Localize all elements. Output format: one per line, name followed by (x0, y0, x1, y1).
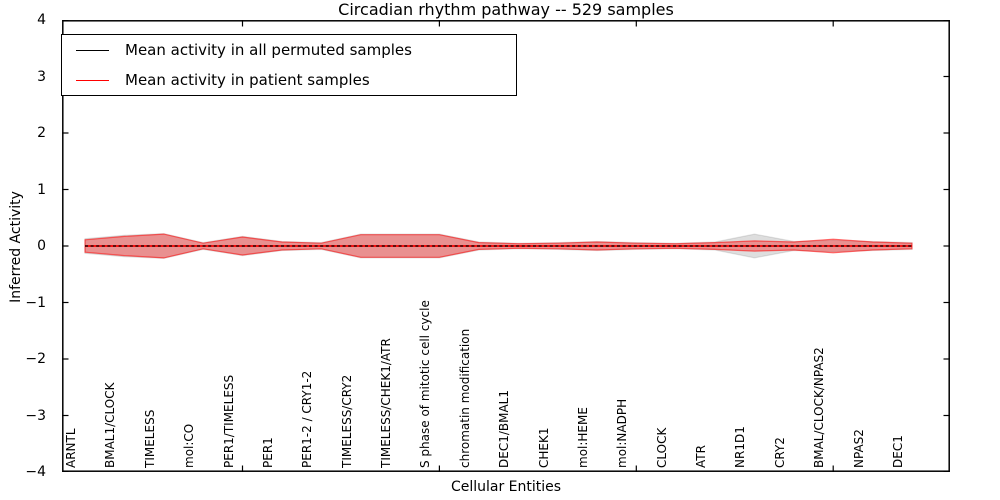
y-tick-label: −4 (25, 464, 46, 480)
x-entity-label: mol:HEME (575, 407, 590, 468)
y-tick-label: 2 (37, 125, 46, 141)
patient-line-swatch-icon (76, 79, 109, 81)
permuted-line-swatch-icon (76, 49, 109, 51)
x-entity-label: CHEK1 (536, 427, 551, 469)
x-entity-label: DEC1/BMAL1 (497, 390, 512, 468)
x-entity-label: TIMELESS/CRY2 (339, 374, 354, 468)
y-tick-label: −3 (25, 407, 46, 424)
x-entity-label: PER1 (260, 437, 275, 468)
y-tick-label: 4 (37, 12, 46, 28)
x-entity-label: TIMELESS (142, 409, 157, 468)
x-axis-label: Cellular Entities (450, 479, 562, 495)
x-entity-label: TIMELESS/CHEK1/ATR (379, 338, 394, 468)
x-entity-label: chromatin modification (457, 328, 472, 468)
legend: Mean activity in all permuted samples Me… (61, 34, 517, 96)
x-entity-label: CRY2 (772, 437, 787, 468)
x-entity-label: PER1-2 / CRY1-2 (300, 370, 315, 468)
x-entity-label: DEC1 (891, 435, 905, 468)
legend-entry-permuted: Mean activity in all permuted samples (62, 35, 516, 65)
x-entity-label: NPAS2 (851, 429, 866, 468)
x-entity-label: ATR (694, 445, 709, 468)
x-entity-label: NR1D1 (733, 426, 748, 468)
y-tick-label: −1 (25, 294, 46, 311)
x-entity-label: BMAL1/CLOCK (103, 382, 118, 469)
chart-canvas (62, 20, 950, 472)
y-tick-label: 1 (37, 181, 46, 198)
x-entity-label: PER1/TIMELESS (221, 374, 236, 468)
x-entity-label: BMAL/CLOCK/NPAS2 (812, 347, 827, 468)
x-entity-label: S phase of mitotic cell cycle (418, 300, 433, 468)
plot-area (62, 20, 950, 472)
legend-label-permuted: Mean activity in all permuted samples (125, 41, 412, 59)
y-tick-label: 3 (37, 68, 46, 85)
x-entity-label: mol:CO (182, 423, 197, 468)
x-entity-label: mol:NADPH (615, 398, 630, 468)
y-tick-label: 0 (37, 238, 46, 254)
x-entity-label: ARNTL (64, 428, 78, 468)
x-entity-label: CLOCK (654, 427, 669, 468)
y-tick-label: −2 (25, 351, 46, 367)
legend-label-patient: Mean activity in patient samples (125, 71, 370, 89)
legend-entry-patient: Mean activity in patient samples (62, 65, 516, 95)
chart-title: Circadian rhythm pathway -- 529 samples (338, 0, 674, 19)
